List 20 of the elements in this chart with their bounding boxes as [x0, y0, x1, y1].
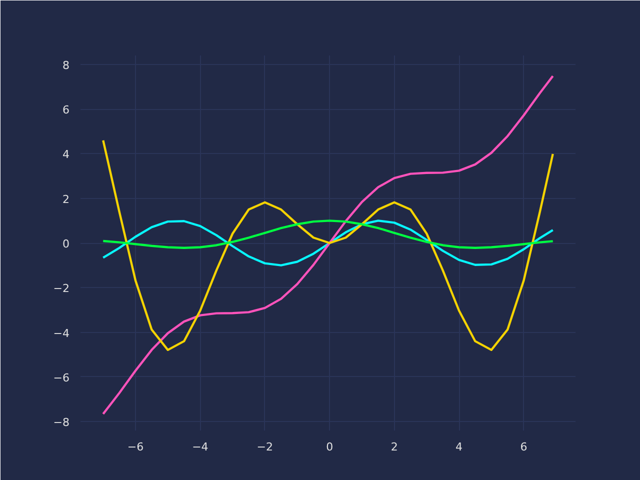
line-series — [102, 139, 554, 352]
x-tick-label: 0 — [326, 440, 334, 454]
y-tick-label: 0 — [62, 238, 70, 250]
y-tick-label: −4 — [53, 326, 70, 340]
y-tick-label: −2 — [53, 282, 70, 296]
line-series — [102, 74, 554, 416]
x-tick-label: −6 — [127, 440, 144, 454]
x-tick-label: −4 — [192, 440, 208, 454]
line-series — [102, 220, 554, 266]
y-tick-label: 6 — [62, 104, 70, 117]
y-tick-label: −8 — [53, 416, 70, 430]
y-tick-label: 8 — [62, 58, 70, 72]
y-tick-label: −6 — [53, 371, 70, 384]
x-tick-label: −2 — [256, 440, 274, 454]
y-tick-label: 2 — [62, 192, 70, 206]
x-tick-label: 2 — [390, 440, 398, 454]
line-series — [102, 220, 554, 250]
y-tick-label: 4 — [62, 148, 70, 162]
x-tick-label: 4 — [456, 440, 463, 454]
x-tick-label: 6 — [520, 440, 528, 454]
